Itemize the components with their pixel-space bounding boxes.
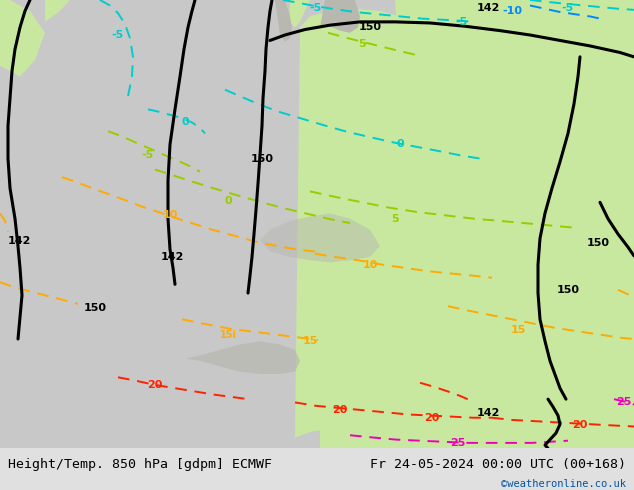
Text: 150: 150: [84, 303, 107, 314]
Text: 150: 150: [557, 285, 579, 295]
Polygon shape: [320, 0, 360, 33]
Polygon shape: [0, 0, 45, 76]
Text: 142: 142: [476, 2, 500, 13]
Text: 25: 25: [616, 397, 631, 407]
Text: -10: -10: [502, 6, 522, 16]
Polygon shape: [185, 341, 300, 374]
Text: -5: -5: [310, 2, 322, 13]
Polygon shape: [260, 213, 380, 263]
Text: -5: -5: [456, 17, 468, 27]
Text: 142: 142: [8, 236, 30, 245]
Text: 20: 20: [573, 420, 588, 430]
Text: -5: -5: [112, 30, 124, 40]
Text: 10: 10: [162, 210, 178, 221]
Text: 20: 20: [424, 413, 440, 423]
Text: Fr 24-05-2024 00:00 UTC (00+168): Fr 24-05-2024 00:00 UTC (00+168): [370, 458, 626, 470]
Text: 150: 150: [586, 238, 609, 248]
Text: 5: 5: [358, 39, 366, 49]
Polygon shape: [295, 9, 634, 448]
Text: -5: -5: [142, 150, 154, 160]
Text: 150: 150: [250, 153, 273, 164]
Text: 15: 15: [510, 325, 526, 335]
Text: ©weatheronline.co.uk: ©weatheronline.co.uk: [501, 479, 626, 489]
Text: 0: 0: [181, 118, 189, 127]
Polygon shape: [275, 0, 292, 42]
Text: 0: 0: [396, 139, 404, 149]
Polygon shape: [395, 0, 634, 72]
Text: 10: 10: [362, 260, 378, 270]
Polygon shape: [290, 0, 310, 27]
Text: Height/Temp. 850 hPa [gdpm] ECMWF: Height/Temp. 850 hPa [gdpm] ECMWF: [8, 458, 271, 470]
Text: -5: -5: [562, 2, 574, 13]
Text: 142: 142: [160, 252, 184, 262]
Polygon shape: [320, 388, 634, 448]
Text: 142: 142: [476, 408, 500, 418]
Polygon shape: [45, 0, 70, 22]
Text: 15i: 15i: [219, 330, 236, 340]
Text: 15: 15: [302, 336, 318, 346]
Text: 20: 20: [147, 380, 163, 390]
Text: 150: 150: [358, 23, 382, 32]
Text: 25: 25: [450, 438, 466, 448]
Text: 0: 0: [224, 196, 232, 206]
Text: 5: 5: [391, 214, 399, 224]
Text: 20: 20: [332, 405, 347, 415]
